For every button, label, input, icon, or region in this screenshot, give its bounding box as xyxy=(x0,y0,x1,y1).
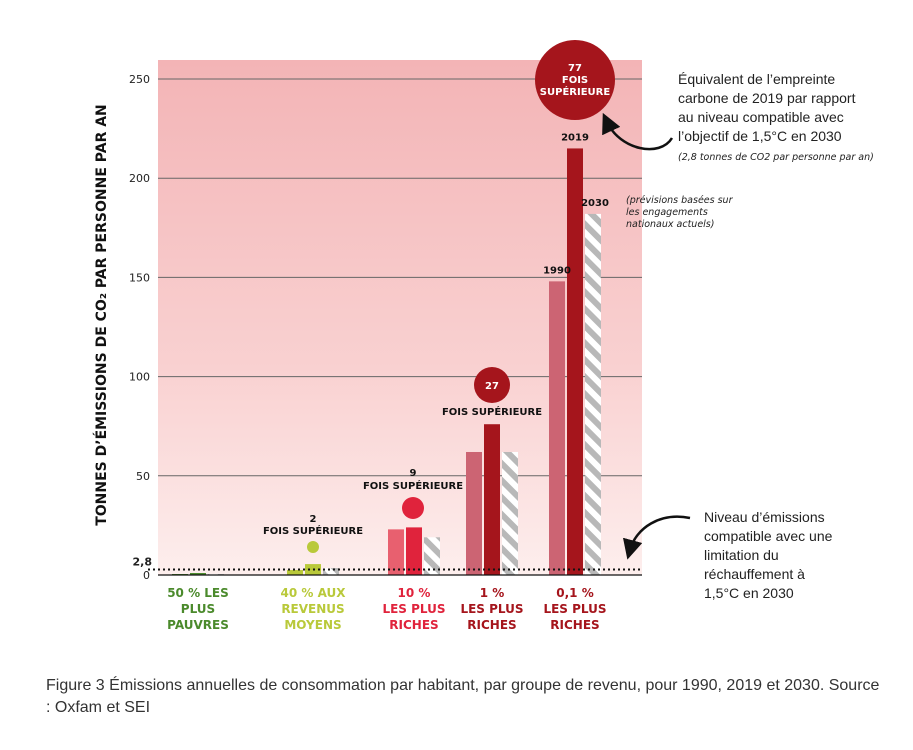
bar-2030 xyxy=(502,451,518,575)
category-label: PLUS xyxy=(181,602,215,616)
annotation-top-right: Équivalent de l’empreinte carbone de 201… xyxy=(602,71,874,163)
annotation-bottom-right-line: réchauffement à xyxy=(704,566,805,582)
category-label: 10 % xyxy=(398,586,431,600)
arrow-bottom-icon xyxy=(622,515,691,560)
category-label: RICHES xyxy=(550,618,599,632)
multiplier-text: FOIS SUPÉRIEURE xyxy=(263,524,363,537)
figure-caption: Figure 3 Émissions annuelles de consomma… xyxy=(46,677,880,716)
multiplier-bubble xyxy=(307,541,319,553)
multiplier-number: 9 xyxy=(410,468,417,479)
y-tick-label: 50 xyxy=(136,470,150,483)
multiplier-text: FOIS xyxy=(562,75,588,86)
y-axis-label: TONNES D’ÉMISSIONS DE CO₂ PAR PERSONNE P… xyxy=(93,104,110,526)
category-label: REVENUS xyxy=(281,602,344,616)
reference-line-label: 2,8 xyxy=(133,555,153,568)
bar-2019 xyxy=(190,573,206,575)
category-label: 40 % AUX xyxy=(281,586,347,600)
chart: 0 50 100 150 200 250 TONNES D’ÉMISSIONS DE CO… xyxy=(93,40,874,632)
category-label: PAUVRES xyxy=(167,618,229,632)
annotation-bottom-right-line: Niveau d’émissions xyxy=(704,509,825,525)
annotation-bottom-right-line: 1,5°C en 2030 xyxy=(704,585,794,601)
multiplier-text: FOIS SUPÉRIEURE xyxy=(363,479,463,492)
multiplier-number: 2 xyxy=(310,514,317,525)
bars: 1990 2019 2030 xyxy=(172,132,609,576)
multiplier-bubble xyxy=(474,367,510,403)
multiplier-bubble xyxy=(402,497,424,519)
annotation-bottom-right: Niveau d’émissions compatible avec une l… xyxy=(622,509,833,601)
bar-2019 xyxy=(484,424,500,575)
category-label: MOYENS xyxy=(284,618,341,632)
annotation-top-right-line: Équivalent de l’empreinte xyxy=(678,71,835,87)
y-tick-label: 200 xyxy=(129,172,150,185)
category-label: 0,1 % xyxy=(556,586,593,600)
annotation-bottom-right-line: compatible avec une xyxy=(704,528,833,544)
bar-2030 xyxy=(323,568,339,575)
bar-2030 xyxy=(424,537,440,575)
bar-2019 xyxy=(567,148,583,575)
y-tick-label: 100 xyxy=(129,371,150,384)
multiplier-text: FOIS SUPÉRIEURE xyxy=(442,405,542,418)
y-tick-label: 0 xyxy=(143,569,150,582)
bar-1990 xyxy=(466,451,482,575)
projection-note-line: les engagements xyxy=(626,207,708,218)
reference-line: 2,8 xyxy=(133,555,642,576)
projection-note: (prévisions basées sur les engagements n… xyxy=(626,195,734,230)
annotation-bottom-right-line: limitation du xyxy=(704,547,779,563)
multiplier-bubble xyxy=(535,40,615,120)
y-tick-label: 250 xyxy=(129,73,150,86)
multiplier-number: 77 xyxy=(568,63,582,74)
bar-2030 xyxy=(585,213,601,576)
y-axis-ticks: 0 50 100 150 200 250 xyxy=(129,73,150,582)
category-label: RICHES xyxy=(467,618,516,632)
multiplier-number: 27 xyxy=(485,381,499,392)
annotation-top-right-line: au niveau compatible avec xyxy=(678,109,844,125)
multiplier-text: SUPÉRIEURE xyxy=(540,85,611,98)
y-tick-label: 150 xyxy=(129,271,150,284)
category-label: RICHES xyxy=(389,618,438,632)
category-label: LES PLUS xyxy=(460,602,523,616)
bar-year-label: 2030 xyxy=(581,198,609,209)
projection-note-line: (prévisions basées sur xyxy=(626,195,734,206)
category-label: 50 % LES xyxy=(167,586,229,600)
annotation-top-right-line: carbone de 2019 par rapport xyxy=(678,90,856,106)
category-label: LES PLUS xyxy=(382,602,445,616)
bar-1990 xyxy=(549,281,565,575)
arrow-top-icon xyxy=(602,112,674,151)
projection-note-line: nationaux actuels) xyxy=(626,219,714,230)
annotation-top-right-line: l’objectif de 1,5°C en 2030 xyxy=(678,128,842,144)
category-labels: 50 % LES PLUS PAUVRES 40 % AUX REVENUS MOYENS… xyxy=(167,586,606,632)
bar-year-label: 2019 xyxy=(561,132,589,143)
bar-2019 xyxy=(406,527,422,575)
category-label: 1 % xyxy=(480,586,505,600)
annotation-top-right-small: (2,8 tonnes de CO2 par personne par an) xyxy=(678,152,874,163)
bar-1990 xyxy=(287,570,303,575)
category-label: LES PLUS xyxy=(543,602,606,616)
bar-1990 xyxy=(388,529,404,575)
bar-year-label: 1990 xyxy=(543,265,571,276)
